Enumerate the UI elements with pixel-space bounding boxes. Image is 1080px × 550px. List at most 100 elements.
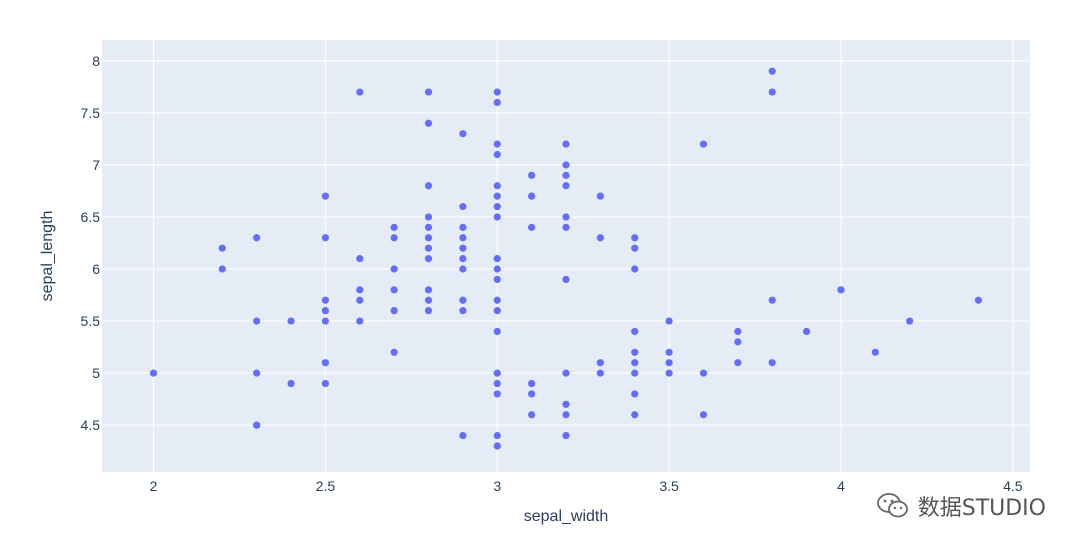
data-point [596, 234, 604, 242]
data-point [768, 296, 776, 304]
data-point [631, 359, 639, 367]
data-point [528, 171, 536, 179]
x-tick-label: 3 [493, 478, 501, 494]
wechat-icon [876, 493, 908, 518]
data-point [631, 327, 639, 336]
data-point [253, 421, 261, 429]
data-point [665, 369, 673, 377]
data-point [356, 88, 364, 96]
data-point [493, 98, 501, 107]
data-point [321, 317, 330, 325]
data-point [356, 296, 364, 304]
data-point [321, 234, 330, 242]
data-point [493, 265, 501, 273]
data-point [631, 265, 639, 273]
data-point [768, 88, 776, 96]
data-point [562, 431, 570, 440]
x-tick-label: 4 [837, 478, 845, 494]
data-point [493, 275, 501, 284]
data-point [459, 255, 467, 263]
data-point [493, 202, 501, 211]
data-point [424, 182, 433, 190]
data-point [253, 317, 261, 325]
data-point [631, 411, 639, 419]
x-axis-ticks: 2 2.5 3 3.5 4 4.5 [150, 478, 1023, 494]
data-point [562, 140, 570, 148]
data-point [631, 244, 639, 252]
data-point [253, 369, 261, 377]
y-tick-label: 7.5 [81, 105, 101, 121]
data-point [528, 223, 536, 231]
data-point [562, 182, 570, 190]
data-point [493, 192, 501, 200]
data-point [493, 182, 501, 190]
data-point [424, 244, 433, 252]
data-point [631, 390, 639, 398]
data-point [459, 202, 467, 211]
data-point [424, 88, 433, 96]
data-point [390, 234, 398, 242]
data-point [562, 223, 570, 231]
data-point [631, 234, 639, 242]
data-point [768, 359, 776, 367]
y-tick-label: 5 [92, 365, 100, 381]
data-point [906, 317, 914, 325]
data-point [459, 307, 467, 315]
data-point [424, 296, 433, 304]
data-point [218, 265, 226, 273]
data-point [321, 359, 330, 367]
data-point [459, 296, 467, 304]
data-point [390, 286, 398, 294]
data-points [149, 67, 983, 450]
data-point [493, 296, 501, 304]
data-point [253, 234, 261, 242]
data-point [699, 411, 708, 419]
watermark: 数据STUDIO [876, 490, 1046, 522]
y-axis-ticks: 4.5 5 5.5 6 6.5 7 7.5 8 [81, 53, 101, 433]
data-point [493, 150, 501, 159]
x-tick-label: 2 [150, 478, 158, 494]
y-tick-label: 8 [92, 53, 100, 69]
data-point [562, 411, 570, 419]
data-point [459, 223, 467, 231]
data-point [871, 348, 879, 356]
x-tick-label: 2.5 [316, 478, 336, 494]
data-point [734, 327, 742, 336]
data-point [528, 379, 536, 388]
data-point [528, 390, 536, 398]
data-point [424, 234, 433, 242]
y-tick-label: 4.5 [81, 417, 101, 433]
data-point [493, 88, 501, 96]
data-point [596, 359, 604, 367]
data-point [631, 348, 639, 356]
data-point [665, 317, 673, 325]
data-point [459, 130, 467, 138]
data-point [321, 379, 330, 388]
data-point [356, 317, 364, 325]
x-tick-label: 3.5 [659, 478, 679, 494]
data-point [321, 192, 330, 200]
data-point [974, 296, 983, 304]
data-point [562, 161, 570, 169]
data-point [562, 171, 570, 179]
data-point [218, 244, 226, 252]
data-point [562, 369, 570, 377]
watermark-text: 数据STUDIO [917, 496, 1046, 521]
data-point [493, 431, 501, 440]
data-point [493, 369, 501, 377]
data-point [528, 411, 536, 419]
data-point [287, 317, 295, 325]
data-point [734, 359, 742, 367]
data-point [321, 296, 330, 304]
data-point [562, 275, 570, 284]
data-point [356, 255, 364, 263]
data-point [493, 140, 501, 148]
data-point [802, 327, 811, 336]
data-point [424, 223, 433, 231]
data-point [699, 369, 708, 377]
data-point [424, 119, 433, 127]
data-point [493, 379, 501, 388]
data-point [424, 255, 433, 263]
data-point [356, 286, 364, 294]
